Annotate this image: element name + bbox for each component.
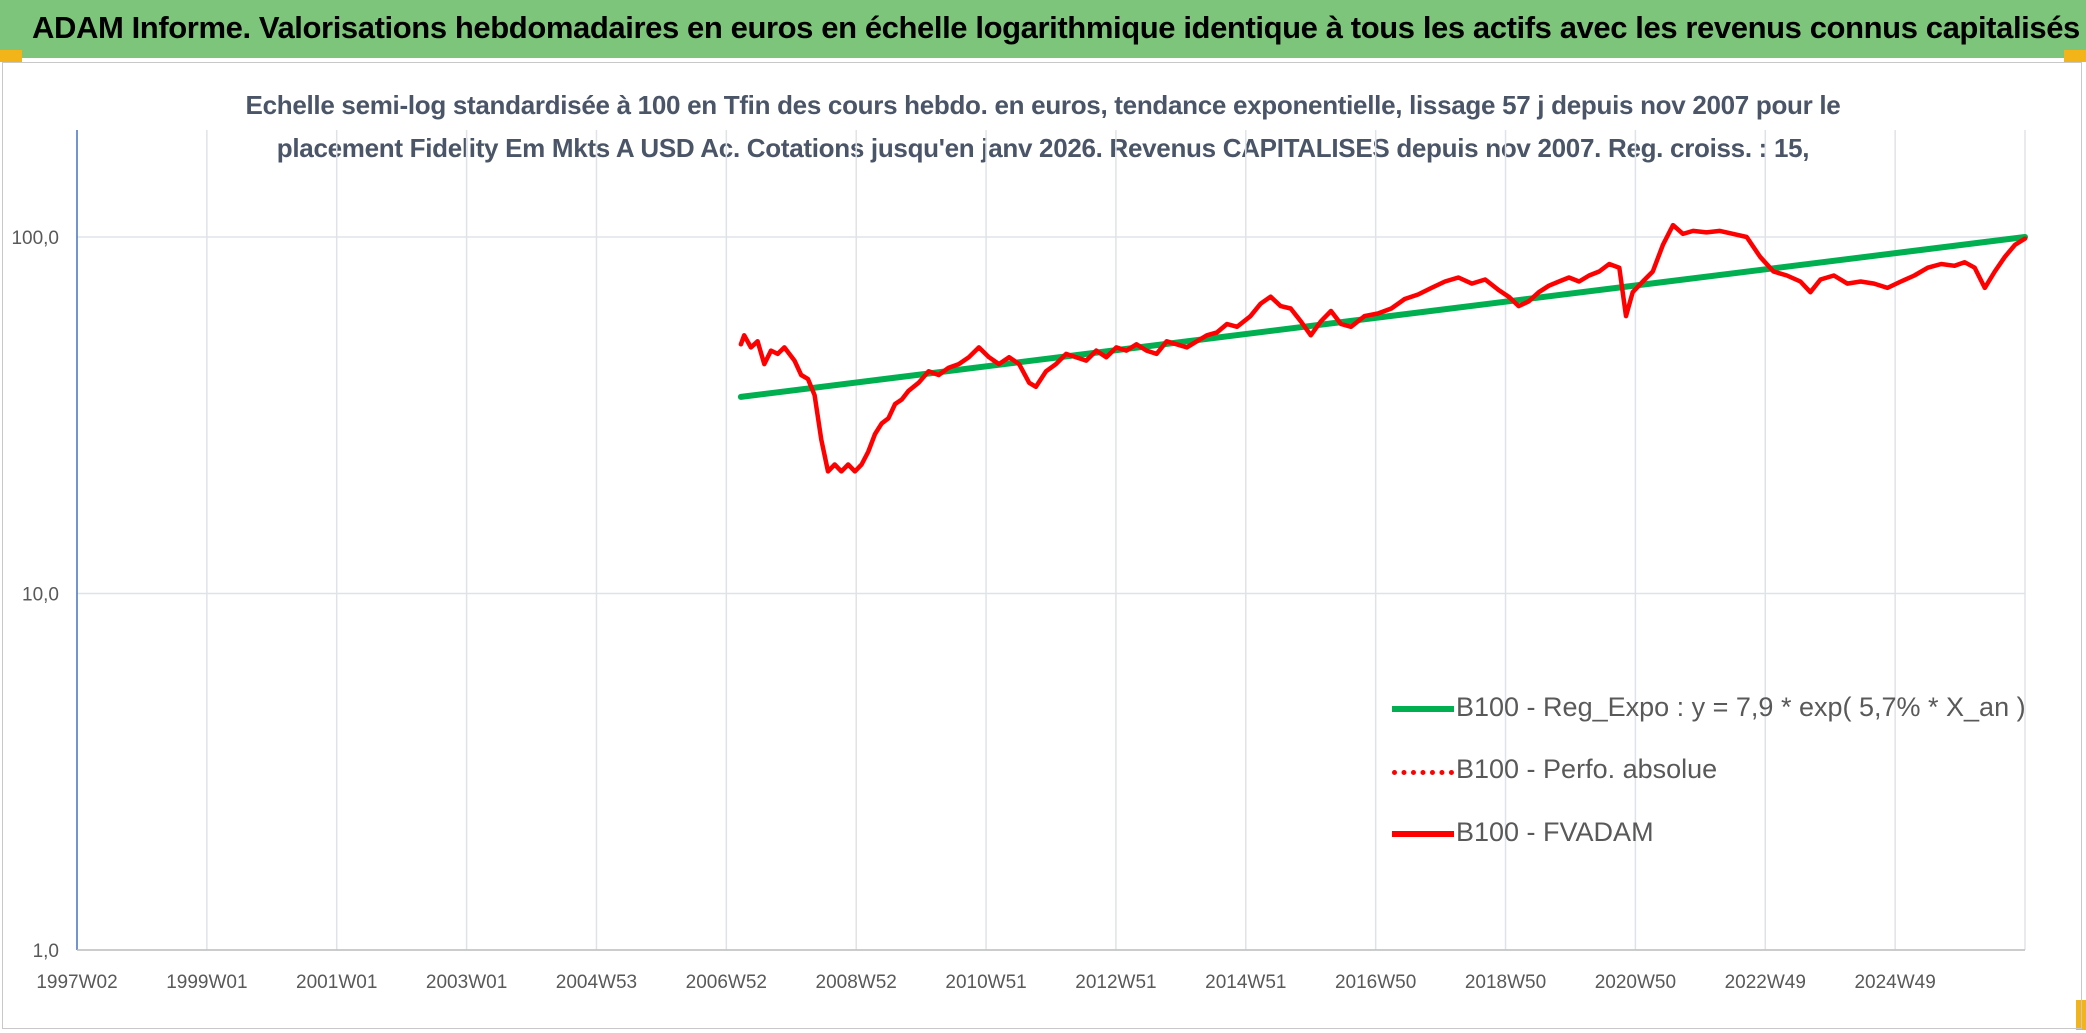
chart-title-line-1: Echelle semi-log standardisée à 100 en T… bbox=[245, 90, 1841, 120]
x-tick-label: 1997W02 bbox=[36, 972, 117, 993]
x-tick-label: 1999W01 bbox=[166, 972, 247, 993]
report-title: ADAM Informe. Valorisations hebdomadaire… bbox=[32, 10, 2080, 45]
y-tick-label: 1,0 bbox=[33, 941, 59, 962]
x-tick-label: 2010W51 bbox=[945, 972, 1026, 993]
x-tick-label: 2020W50 bbox=[1595, 972, 1676, 993]
x-tick-label: 2024W49 bbox=[1854, 972, 1935, 993]
x-tick-label: 2004W53 bbox=[556, 972, 637, 993]
x-tick-label: 2016W50 bbox=[1335, 972, 1416, 993]
corner-marker-left bbox=[0, 50, 22, 62]
x-tick-label: 2003W01 bbox=[426, 972, 507, 993]
legend-label-perfo: B100 - Perfo. absolue bbox=[1456, 754, 1718, 784]
regression-line bbox=[737, 234, 2028, 400]
legend-swatch-regression bbox=[1392, 706, 1454, 712]
fvadam-line bbox=[738, 222, 2028, 474]
x-tick-label: 2022W49 bbox=[1725, 972, 1806, 993]
x-tick-label: 2014W51 bbox=[1205, 972, 1286, 993]
x-tick-label: 2006W52 bbox=[686, 972, 767, 993]
legend-swatch-perfo bbox=[1392, 770, 1454, 775]
x-tick-label: 2018W50 bbox=[1465, 972, 1546, 993]
x-tick-label: 2012W51 bbox=[1075, 972, 1156, 993]
y-tick-label: 10,0 bbox=[22, 585, 59, 606]
report-banner: ADAM Informe. Valorisations hebdomadaire… bbox=[0, 0, 2086, 58]
chart-title-line-2: placement Fidelity Em Mkts A USD Ac. Cot… bbox=[276, 133, 1810, 163]
x-tick-label: 2008W52 bbox=[816, 972, 897, 993]
x-tick-label: 2001W01 bbox=[296, 972, 377, 993]
y-tick-label: 100,0 bbox=[11, 228, 59, 249]
chart-frame bbox=[2, 62, 2082, 1029]
corner-marker-right bbox=[2064, 50, 2086, 62]
legend-label-fvadam: B100 - FVADAM bbox=[1456, 817, 1654, 847]
legend-label-regression: B100 - Reg_Expo : y = 7,9 * exp( 5,7% * … bbox=[1456, 692, 2026, 722]
legend-swatch-fvadam bbox=[1392, 831, 1454, 837]
